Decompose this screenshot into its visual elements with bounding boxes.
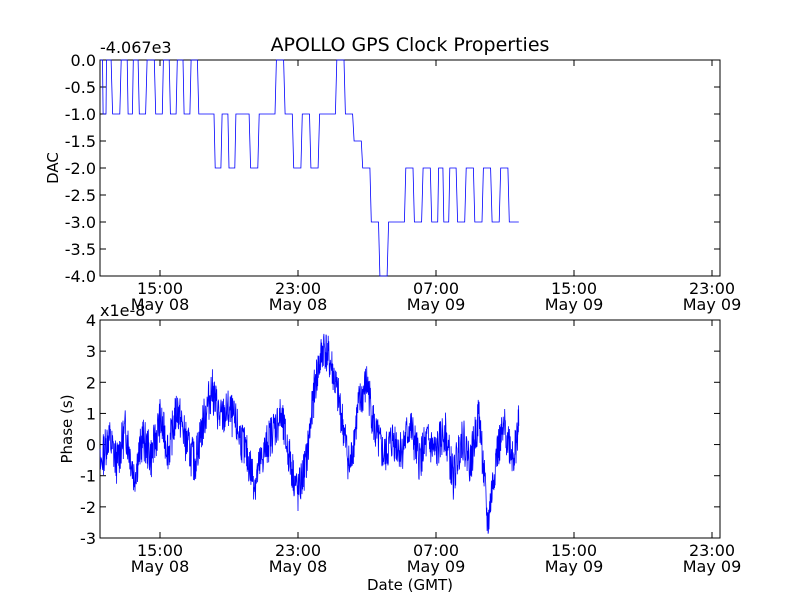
phase-ytick-label: 1 <box>86 404 96 423</box>
dac-ytick-label: -1.5 <box>65 132 96 151</box>
dac-ytick-label: -1.0 <box>65 105 96 124</box>
dac-xtick-time-label: 23:00 <box>689 279 735 298</box>
dac-series-line <box>100 59 519 277</box>
dac-ytick-label: -2.0 <box>65 159 96 178</box>
dac-ytick-label: 0.0 <box>71 51 96 70</box>
dac-xtick-time-label: 07:00 <box>413 279 459 298</box>
phase-xtick-time-label: 15:00 <box>137 541 183 560</box>
phase-ytick-label: 3 <box>86 342 96 361</box>
phase-ytick-label: 0 <box>86 436 96 455</box>
dac-ytick-label: -0.5 <box>65 78 96 97</box>
phase-xlabel: Date (GMT) <box>367 576 453 594</box>
dac-ytick-label: -2.5 <box>65 186 96 205</box>
phase-yticks: 4 3 2 1 0 -1 -2 -3 <box>80 311 720 548</box>
phase-offset-label: x1e-8 <box>100 301 145 320</box>
dac-xtick-time-label: 23:00 <box>275 279 321 298</box>
phase-xtick-time-label: 23:00 <box>689 541 735 560</box>
dac-yticks: 0.0 -0.5 -1.0 -1.5 -2.0 -2.5 -3.0 -3.5 -4.0 <box>65 51 720 286</box>
phase-ylabel: Phase (s) <box>58 394 76 463</box>
phase-ytick-label: 4 <box>86 311 96 330</box>
dac-xtick-date-label: May 08 <box>131 295 190 314</box>
dac-xtick-time-label: 15:00 <box>137 279 183 298</box>
phase-ytick-label: -1 <box>80 467 96 486</box>
phase-axes-frame <box>99 319 721 539</box>
phase-ytick-label: 2 <box>86 373 96 392</box>
dac-xtick-date-label: May 09 <box>407 295 466 314</box>
dac-xtick-date-label: May 09 <box>683 295 742 314</box>
dac-xtick-date-label: May 09 <box>545 295 604 314</box>
phase-xtick-date-label: May 08 <box>269 557 328 576</box>
dac-xtick-time-label: 15:00 <box>551 279 597 298</box>
phase-xtick-date-label: May 09 <box>683 557 742 576</box>
dac-offset-label: -4.067e3 <box>100 38 172 57</box>
dac-ylabel: DAC <box>44 152 62 184</box>
dac-ytick-label: -3.0 <box>65 213 96 232</box>
phase-xtick-date-label: May 09 <box>407 557 466 576</box>
dac-xtick-date-label: May 08 <box>269 295 328 314</box>
chart-title: APOLLO GPS Clock Properties <box>271 34 550 56</box>
phase-xtick-time-label: 15:00 <box>551 541 597 560</box>
dac-subplot: -4.067e3 DAC 0.0 -0.5 -1.0 -1.5 -2.0 -2.5 -3.0… <box>44 38 741 314</box>
phase-ytick-label: -3 <box>80 529 96 548</box>
phase-xtick-date-label: May 08 <box>131 557 190 576</box>
phase-subplot: x1e-8 Phase (s) Date (GMT) 4 3 2 1 0 -1 -2 -3 1… <box>58 301 741 594</box>
phase-series-line <box>99 333 520 534</box>
dac-ytick-label: -4.0 <box>65 267 96 286</box>
phase-xtick-time-label: 07:00 <box>413 541 459 560</box>
phase-ytick-label: -2 <box>80 498 96 517</box>
phase-xtick-date-label: May 09 <box>545 557 604 576</box>
dac-ytick-label: -3.5 <box>65 240 96 259</box>
phase-xtick-time-label: 23:00 <box>275 541 321 560</box>
